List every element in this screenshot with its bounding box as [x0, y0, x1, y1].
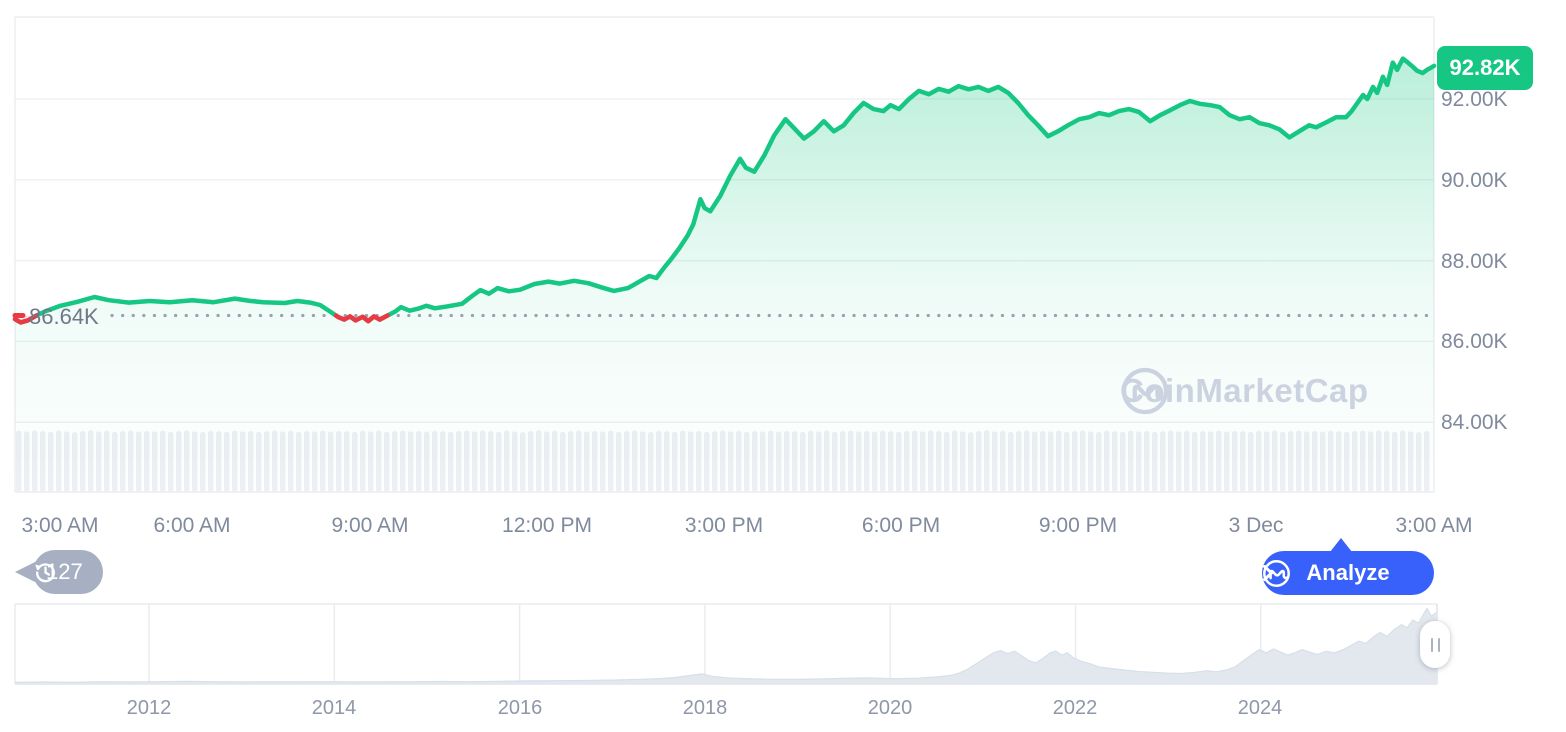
navigator-year-label: 2016: [497, 697, 543, 719]
x-axis-label: 3:00 PM: [684, 514, 764, 537]
navigator-year-label: 2020: [867, 697, 913, 719]
analyze-button[interactable]: Analyze: [1262, 538, 1434, 595]
y-axis-label: 88.00K: [1441, 250, 1508, 273]
current-price-badge: 92.82K: [1437, 46, 1533, 90]
navigator-handle[interactable]: [1420, 621, 1450, 668]
coinmarketcap-logo-icon: [1121, 367, 1169, 415]
main-price-chart[interactable]: [0, 0, 1566, 500]
clock-history-icon: [35, 562, 55, 582]
history-navigator-chart[interactable]: [0, 600, 1566, 690]
left-arrow-icon: [15, 561, 37, 583]
x-axis-label: 3 Dec: [1228, 514, 1284, 537]
y-axis-label: 84.00K: [1441, 411, 1508, 434]
y-axis-label: 90.00K: [1441, 169, 1508, 192]
navigator-year-label: 2018: [682, 697, 728, 719]
y-axis-label: 86.00K: [1441, 330, 1508, 353]
history-count: 127: [46, 559, 83, 584]
coinmarketcap-watermark: CoinMarketCap: [1120, 367, 1369, 415]
current-price-value: 92.82K: [1449, 55, 1521, 80]
navigator-year-label: 2012: [126, 697, 172, 719]
chevron-right-icon: [1263, 565, 1273, 581]
y-axis-label: 92.00K: [1441, 88, 1508, 111]
navigator-year-label: 2014: [311, 697, 357, 719]
analyze-label: Analyze: [1306, 560, 1390, 585]
navigator-year-label: 2022: [1052, 697, 1098, 719]
caret-up-icon: [1330, 538, 1352, 552]
x-axis-label: 6:00 AM: [153, 514, 231, 537]
x-axis-label: 3:00 AM: [21, 514, 99, 537]
x-axis-label: 12:00 PM: [502, 514, 592, 537]
x-axis-label: 3:00 AM: [1395, 514, 1473, 537]
x-axis-label: 9:00 PM: [1038, 514, 1118, 537]
coinmarketcap-logo-icon: [1263, 559, 1290, 587]
navigator-year-label: 2024: [1237, 697, 1283, 719]
x-axis-label: 9:00 AM: [331, 514, 409, 537]
x-axis-label: 6:00 PM: [861, 514, 941, 537]
previous-close-label: 86.64K: [29, 304, 99, 329]
